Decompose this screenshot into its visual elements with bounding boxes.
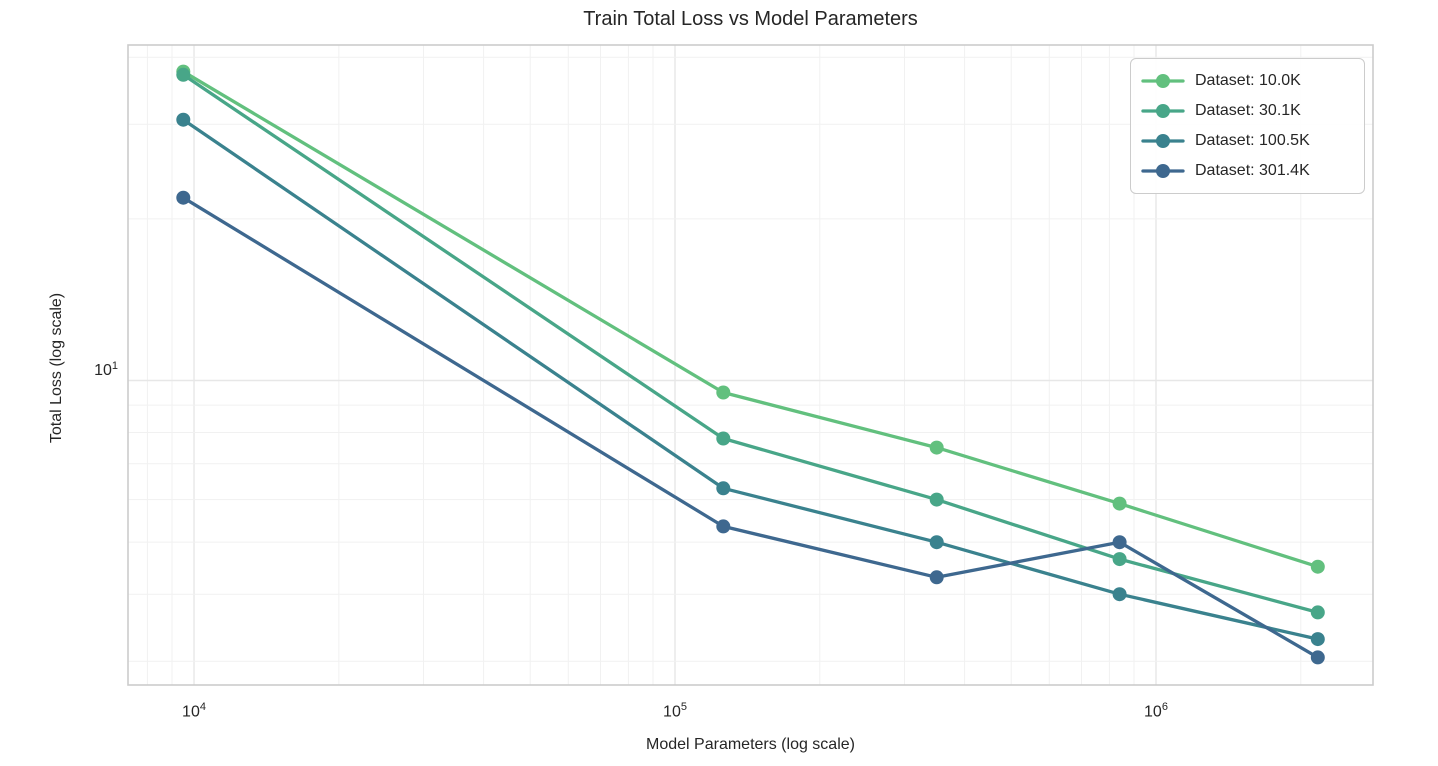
legend-item-1: Dataset: 30.1K — [1141, 96, 1354, 126]
legend-label: Dataset: 10.0K — [1195, 72, 1301, 89]
data-point-marker — [1112, 496, 1127, 511]
legend: Dataset: 10.0K Dataset: 30.1K Dataset: 100… — [1130, 58, 1365, 194]
legend-line-marker-icon — [1141, 134, 1185, 148]
x-axis-label: Model Parameters (log scale) — [646, 736, 855, 753]
data-point-marker — [1112, 587, 1127, 602]
x-tick-label: 105 — [663, 701, 687, 721]
data-point-marker — [176, 67, 191, 82]
data-point-marker — [1310, 650, 1325, 665]
data-point-marker — [929, 440, 944, 455]
legend-line-marker-icon — [1141, 164, 1185, 178]
chart-title: Train Total Loss vs Model Parameters — [583, 8, 918, 30]
data-point-marker — [716, 385, 731, 400]
data-point-marker — [716, 431, 731, 446]
data-point-marker — [1310, 632, 1325, 647]
data-point-marker — [716, 481, 731, 496]
plot-frame — [127, 44, 1374, 686]
legend-label: Dataset: 100.5K — [1195, 132, 1310, 149]
legend-item-3: Dataset: 301.4K — [1141, 156, 1354, 186]
data-point-marker — [929, 570, 944, 585]
y-tick-label: 101 — [94, 359, 118, 379]
data-point-marker — [929, 492, 944, 507]
data-point-marker — [176, 190, 191, 205]
x-tick-label: 104 — [182, 701, 206, 721]
legend-item-0: Dataset: 10.0K — [1141, 66, 1354, 96]
y-axis-label: Total Loss (log scale) — [48, 292, 65, 444]
data-point-marker — [1310, 559, 1325, 574]
data-point-marker — [176, 112, 191, 127]
legend-line-marker-icon — [1141, 74, 1185, 88]
data-point-marker — [1112, 552, 1127, 567]
legend-label: Dataset: 301.4K — [1195, 162, 1310, 179]
x-tick-label: 106 — [1144, 701, 1168, 721]
data-point-marker — [1112, 535, 1127, 550]
data-point-marker — [929, 535, 944, 550]
data-point-marker — [1310, 605, 1325, 620]
data-point-marker — [716, 519, 731, 534]
legend-label: Dataset: 30.1K — [1195, 102, 1301, 119]
legend-item-2: Dataset: 100.5K — [1141, 126, 1354, 156]
legend-line-marker-icon — [1141, 104, 1185, 118]
